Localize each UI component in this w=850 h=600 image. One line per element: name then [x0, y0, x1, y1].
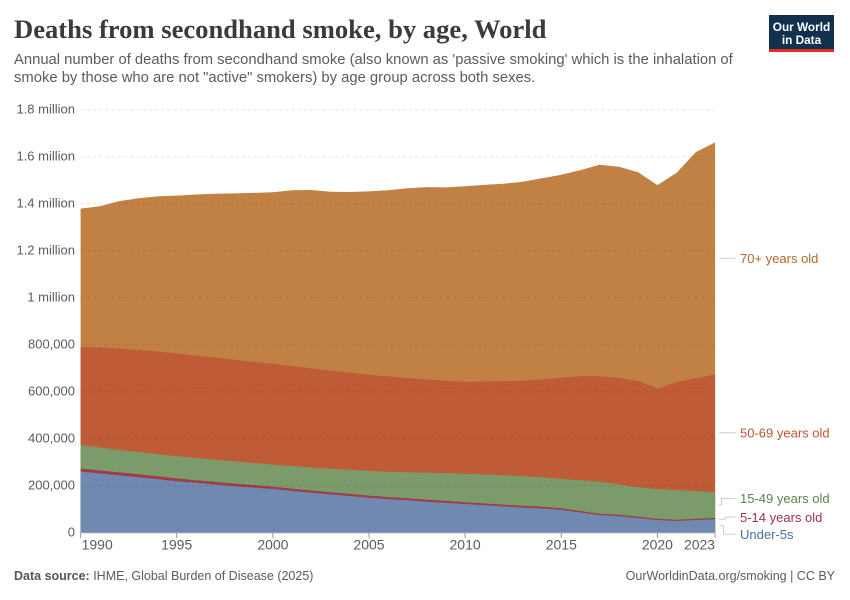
svg-text:Under-5s: Under-5s	[740, 527, 794, 542]
svg-text:5-14 years old: 5-14 years old	[740, 510, 822, 525]
svg-text:2015: 2015	[546, 537, 577, 553]
svg-text:70+ years old: 70+ years old	[740, 251, 818, 266]
svg-text:50-69 years old: 50-69 years old	[740, 426, 830, 441]
svg-text:0: 0	[68, 525, 75, 540]
svg-text:2010: 2010	[450, 537, 481, 553]
svg-text:2000: 2000	[257, 537, 288, 553]
svg-text:1990: 1990	[82, 537, 113, 553]
svg-text:1.2 million: 1.2 million	[16, 243, 75, 258]
svg-text:2005: 2005	[353, 537, 384, 553]
svg-text:1 million: 1 million	[27, 290, 75, 305]
svg-text:200,000: 200,000	[28, 478, 75, 493]
svg-text:1.6 million: 1.6 million	[16, 149, 75, 164]
svg-text:1.8 million: 1.8 million	[16, 102, 75, 117]
svg-text:800,000: 800,000	[28, 337, 75, 352]
svg-text:400,000: 400,000	[28, 431, 75, 446]
svg-text:15-49 years old: 15-49 years old	[740, 491, 830, 506]
svg-text:2020: 2020	[642, 537, 673, 553]
svg-text:1.4 million: 1.4 million	[16, 196, 75, 211]
svg-text:2023: 2023	[684, 537, 715, 553]
svg-text:1995: 1995	[161, 537, 192, 553]
svg-text:600,000: 600,000	[28, 384, 75, 399]
